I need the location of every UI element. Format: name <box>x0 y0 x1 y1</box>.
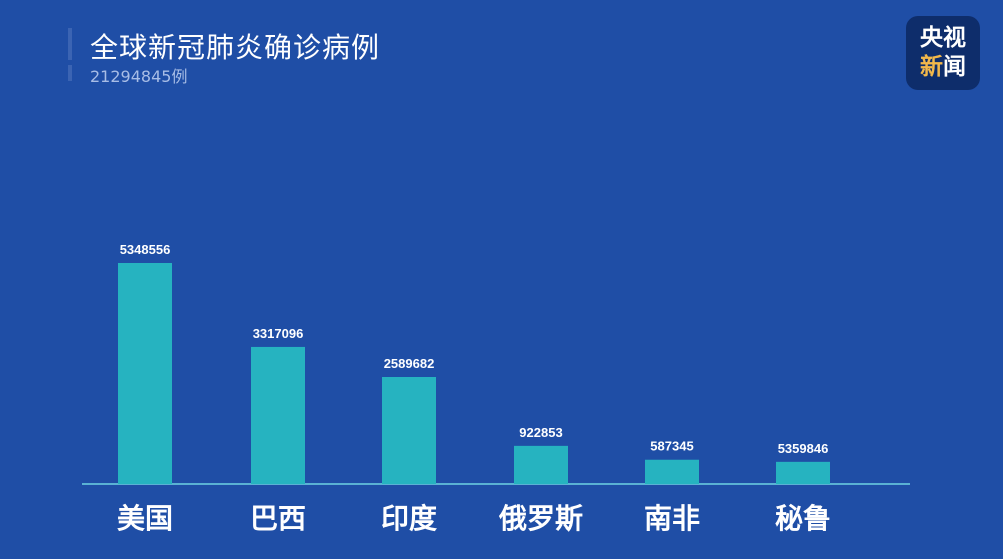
data-label-3: 922853 <box>519 425 562 440</box>
data-label-2: 2589682 <box>384 356 435 371</box>
title-accent-bar <box>68 28 72 60</box>
data-label-5: 5359846 <box>778 441 829 456</box>
category-label-0: 美国 <box>117 502 173 535</box>
data-label-0: 5348556 <box>120 242 171 257</box>
subtitle-accent-bar <box>68 65 72 81</box>
category-label-5: 秘鲁 <box>775 502 831 535</box>
bar-0 <box>118 263 172 484</box>
data-label-4: 587345 <box>650 439 693 454</box>
category-label-3: 俄罗斯 <box>498 502 583 535</box>
category-label-2: 印度 <box>381 502 437 535</box>
logo-line-2-rest: 闻 <box>943 54 966 80</box>
bar-1 <box>251 346 305 484</box>
bar-2 <box>382 376 436 484</box>
logo-line-1: 央视 <box>920 25 966 51</box>
bar-4 <box>645 459 699 484</box>
bar-3 <box>514 445 568 484</box>
chart-subtitle: 21294845例 <box>90 67 188 86</box>
logo-line-2: 新闻 <box>920 53 966 82</box>
category-label-4: 南非 <box>644 502 700 535</box>
data-label-1: 3317096 <box>253 326 304 341</box>
category-label-1: 巴西 <box>250 502 306 535</box>
chart-title: 全球新冠肺炎确诊病例 <box>90 31 381 64</box>
cctv-news-logo: 央视 新闻 <box>906 16 980 90</box>
logo-line-2-first: 新 <box>920 54 943 80</box>
bar-5 <box>776 461 830 484</box>
